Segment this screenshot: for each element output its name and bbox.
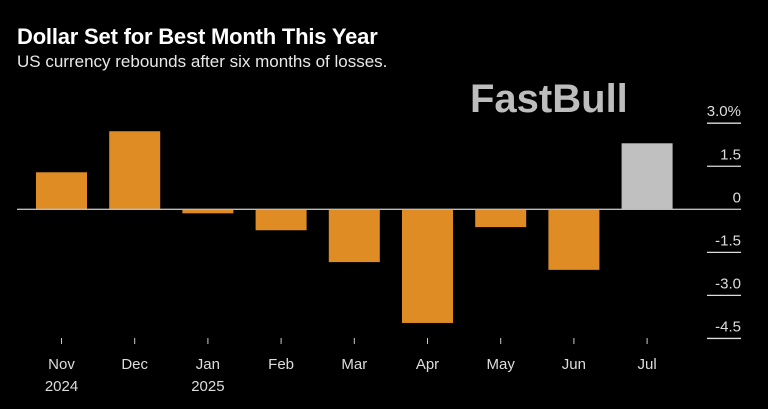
x-tick-label: Jul [638, 356, 657, 373]
bar-jan [182, 209, 234, 214]
x-tick-label: May [487, 356, 516, 373]
x-tick-label: Jan [196, 356, 220, 373]
bar-nov [36, 172, 87, 210]
x-tick-label: Jun [562, 356, 586, 373]
x-tick-label: Apr [416, 356, 439, 373]
y-tick-label: 0 [733, 189, 741, 206]
y-tick-label: -4.5 [715, 318, 741, 335]
chart-title: Dollar Set for Best Month This Year [17, 24, 378, 49]
x-tick-label: 2025 [191, 378, 224, 395]
x-tick-label: Dec [121, 356, 148, 373]
y-tick-label: 1.5 [720, 146, 741, 163]
y-tick-label: -3.0 [715, 275, 741, 292]
x-tick-label: Mar [341, 356, 367, 373]
bar-apr [402, 209, 453, 323]
bar-may [475, 209, 527, 228]
chart-subtitle: US currency rebounds after six months of… [17, 52, 388, 71]
bar-mar [328, 209, 380, 263]
y-tick-label: 3.0% [707, 103, 741, 120]
x-tick-label: Nov [48, 356, 75, 373]
x-tick-label: Feb [268, 356, 294, 373]
y-tick-label: -1.5 [715, 232, 741, 249]
watermark-logo: FastBull [470, 77, 628, 121]
x-tick-label: 2024 [45, 378, 78, 395]
bar-jun [548, 209, 600, 270]
bar-feb [255, 209, 307, 231]
bar-jul [621, 143, 673, 210]
bar-dec [109, 131, 161, 210]
